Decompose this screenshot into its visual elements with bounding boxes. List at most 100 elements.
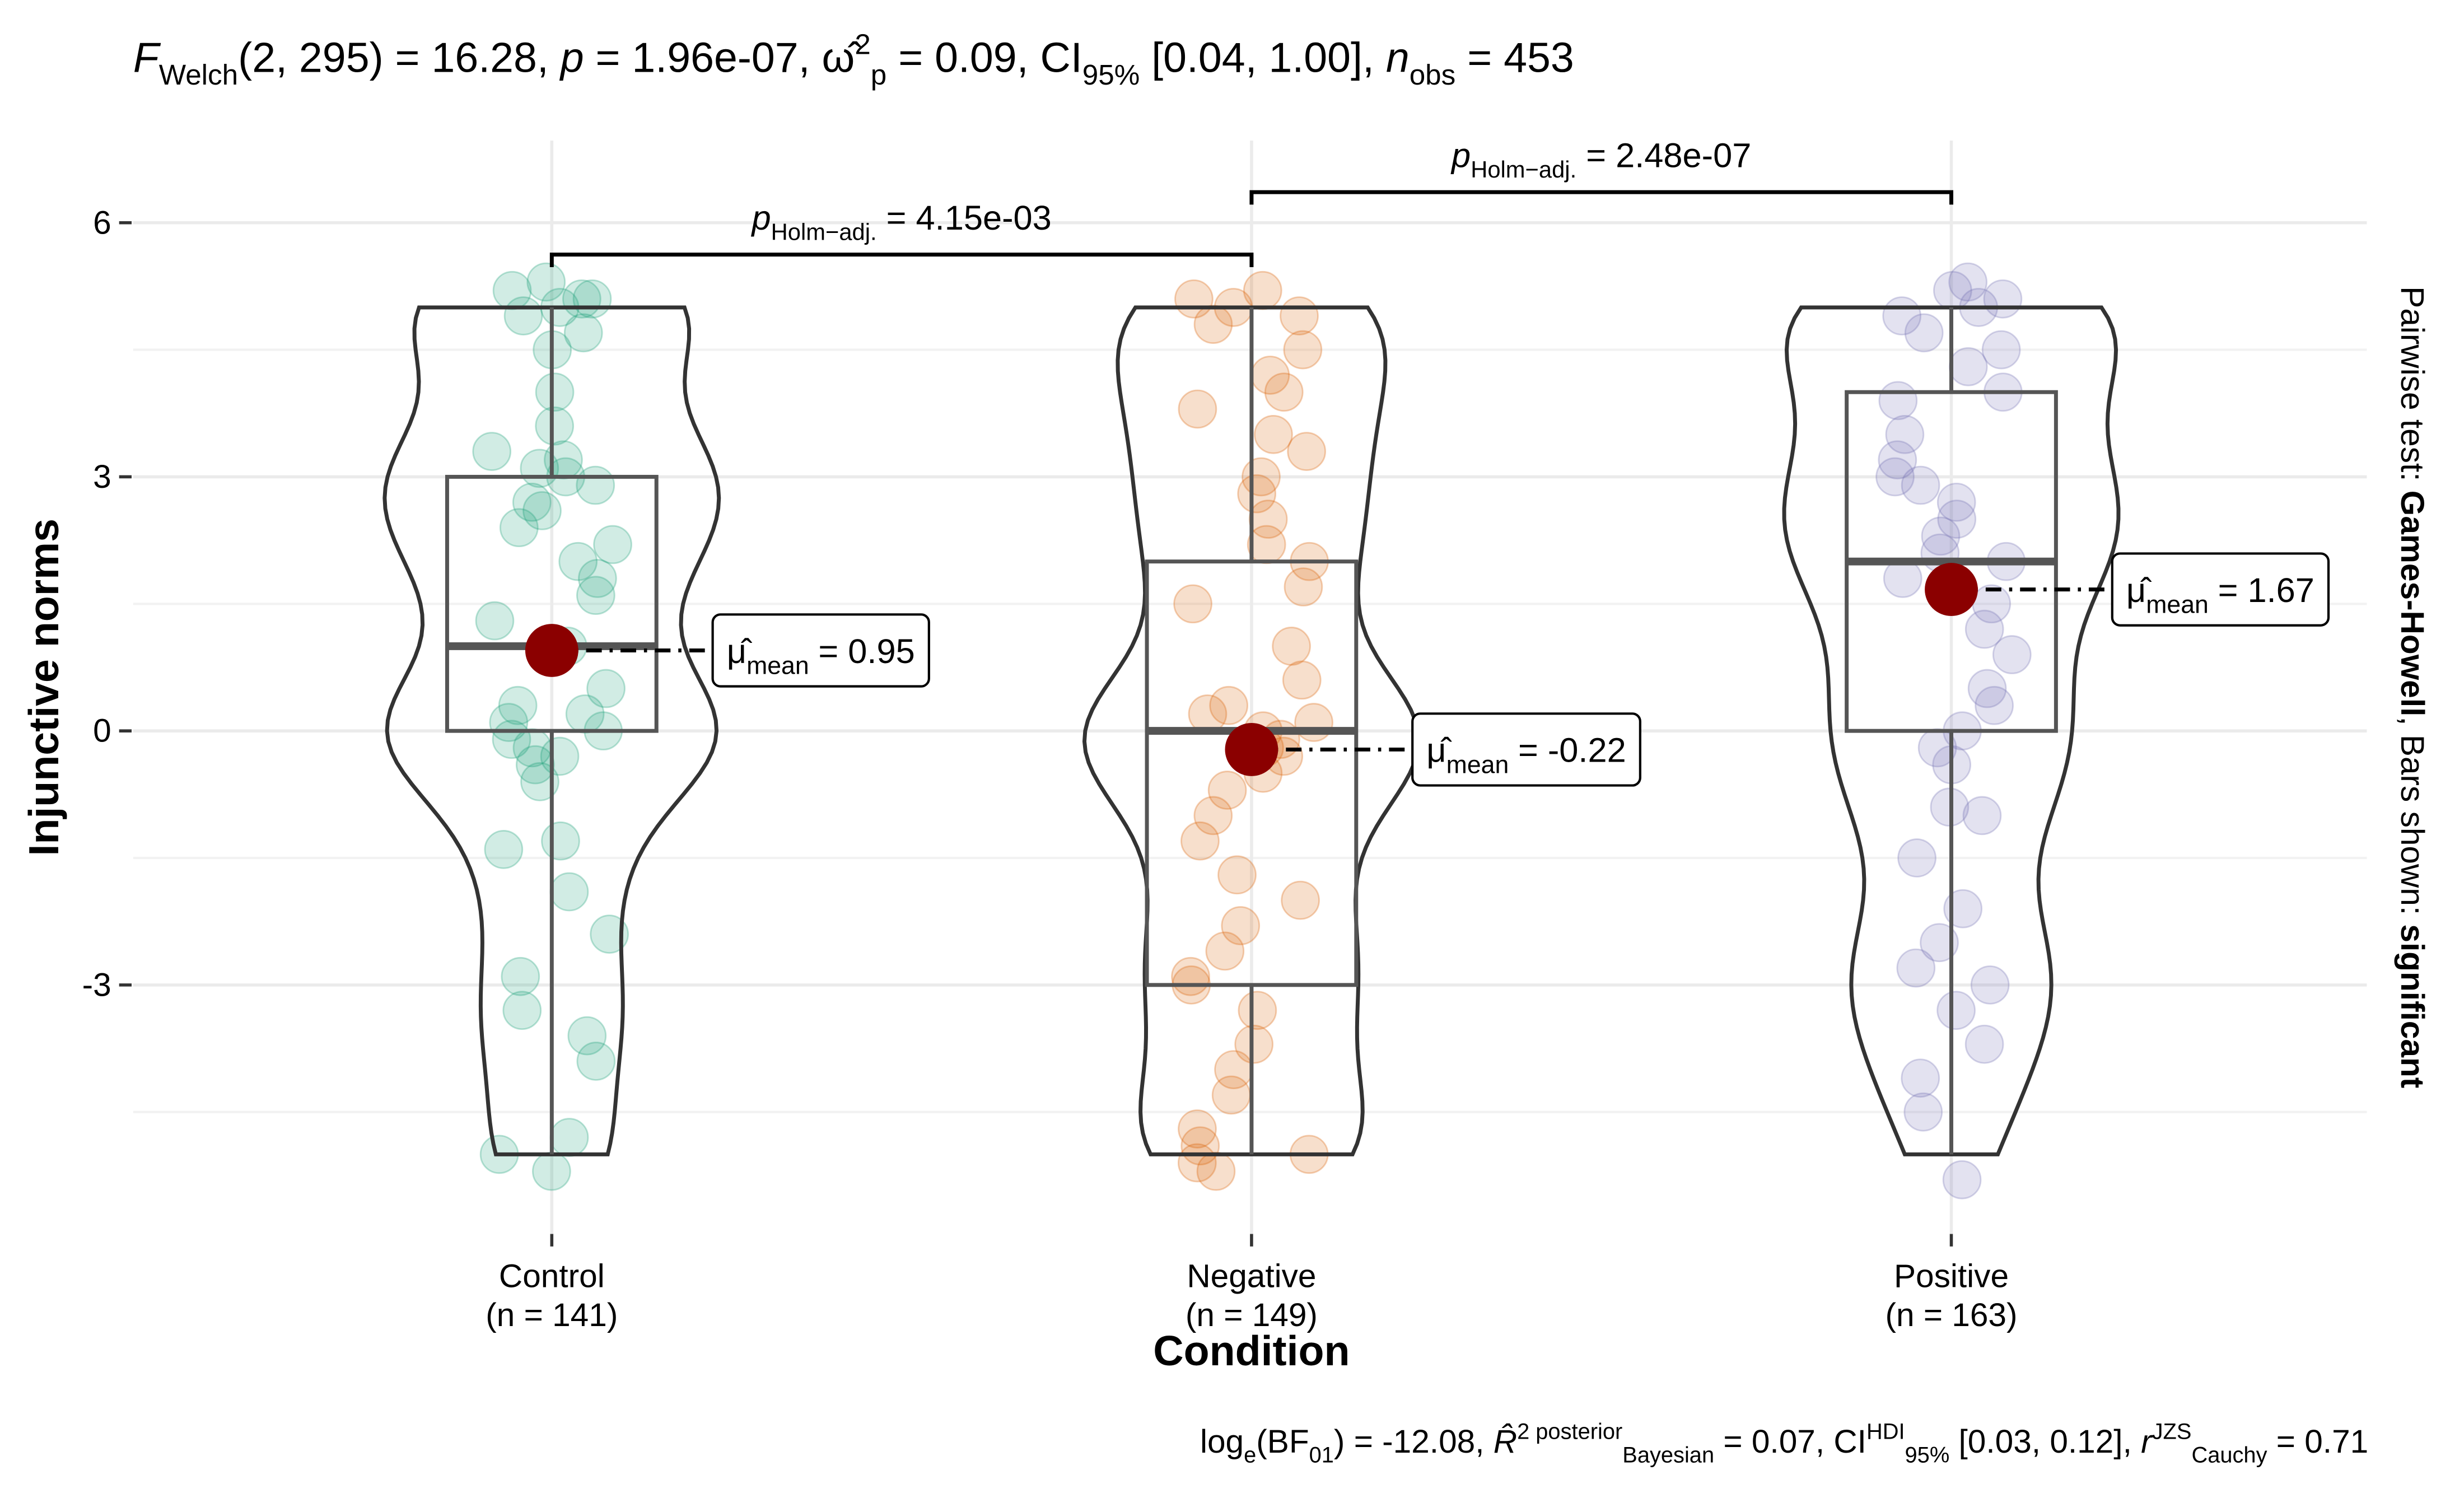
point: [1294, 703, 1333, 742]
text-part: r: [2141, 1424, 2153, 1460]
point: [1904, 313, 1944, 353]
grid: -3 0 3 6 Control(n = 141) Negative(n = 149) Po…: [82, 141, 2367, 1333]
text-part: Holm−adj.: [1471, 156, 1576, 183]
point: [1942, 1160, 1982, 1200]
violin: [1782, 305, 2121, 1156]
point: [1981, 330, 2021, 370]
point: [593, 525, 632, 564]
point: [472, 432, 512, 471]
point: [1964, 1024, 2004, 1064]
point: [1875, 457, 1915, 497]
point: [1173, 584, 1212, 624]
point: [1284, 567, 1323, 606]
mean-label-text: μ̂mean = 0.95: [727, 632, 915, 680]
point: [1962, 796, 2002, 836]
point: [1281, 880, 1320, 920]
point: [1180, 821, 1220, 861]
point: [515, 745, 555, 785]
point: [590, 914, 629, 954]
box: [1145, 559, 1359, 987]
point: [576, 576, 615, 615]
point: [1948, 262, 1987, 302]
mean-value: = 1.67: [2218, 571, 2314, 610]
point: [541, 821, 580, 861]
text-part: ) = -12.08,: [1334, 1424, 1494, 1460]
text-part: JZS: [2152, 1419, 2192, 1444]
plot-area: μ̂mean = 0.95μ̂mean = -0.22μ̂mean = 1.67pHo…: [382, 136, 2330, 1200]
mean-point: [525, 624, 578, 677]
point: [1896, 948, 1936, 988]
point: [1254, 414, 1293, 454]
x-axis-title: Condition: [1153, 1327, 1350, 1374]
y-axis-title: Injunctive norms: [20, 519, 67, 856]
text-part: R̂: [1494, 1422, 1517, 1460]
point: [1901, 1058, 1940, 1098]
point: [578, 559, 617, 598]
point: [572, 279, 612, 319]
x-tick-count: (n = 149): [1186, 1297, 1318, 1333]
point: [512, 482, 552, 522]
text-part: Games-Howell: [2394, 491, 2430, 717]
comparison-label: pHolm−adj. = 4.15e-03: [750, 199, 1051, 245]
text-part: 95%: [1082, 59, 1140, 91]
point: [1205, 931, 1245, 971]
point: [1937, 500, 1977, 539]
mean-subscript: mean: [1446, 751, 1509, 778]
point: [1237, 474, 1277, 514]
point: [522, 491, 562, 530]
text-part: = 2.48e-07: [1576, 136, 1751, 175]
text-part: [0.03, 0.12],: [1949, 1424, 2141, 1460]
text-part: obs: [1410, 59, 1456, 91]
point: [1193, 305, 1233, 344]
point: [532, 1151, 571, 1191]
text-part: 95%: [1905, 1443, 1950, 1468]
text-part: = 453: [1455, 34, 1574, 81]
point: [1193, 796, 1233, 836]
mean-value: = 0.95: [818, 632, 914, 671]
point: [1272, 627, 1311, 666]
point: [1964, 609, 2004, 649]
point: [1221, 906, 1261, 945]
text-part: [0.04, 1.00],: [1140, 34, 1386, 81]
point: [1897, 838, 1936, 878]
box: [445, 474, 659, 733]
text-part: log: [1200, 1424, 1244, 1460]
mean-label: μ̂mean = 1.67: [2111, 552, 2330, 627]
mean-label-box: [711, 613, 930, 688]
point: [1970, 965, 2010, 1005]
point: [1248, 500, 1288, 539]
text-part: p: [750, 199, 771, 237]
point: [1178, 389, 1217, 429]
text-part: = 0.09, CI: [886, 34, 1082, 81]
point: [1264, 372, 1304, 412]
mean-label-text: μ̂mean = 1.67: [2126, 571, 2314, 619]
mean-label: μ̂mean = -0.22: [1411, 712, 1641, 787]
mean-value: = -0.22: [1518, 731, 1626, 770]
text-part: e: [1244, 1443, 1256, 1468]
text-part: 2 posterior: [1517, 1419, 1622, 1444]
point: [503, 296, 543, 335]
point: [535, 406, 575, 446]
point: [484, 830, 524, 869]
y-tick-label: -3: [82, 967, 111, 1003]
text-part: 01: [1309, 1443, 1334, 1468]
y-tick-label: 0: [93, 713, 111, 749]
point: [501, 956, 540, 996]
mean-subscript: mean: [746, 652, 809, 679]
point: [535, 372, 575, 412]
point: [475, 601, 515, 641]
point: [586, 669, 626, 708]
point: [502, 991, 542, 1030]
text-part: , Bars shown:: [2394, 716, 2430, 924]
text-part: p: [1450, 136, 1471, 175]
point: [1878, 381, 1918, 421]
point: [1283, 330, 1323, 370]
point: [1943, 889, 1983, 928]
side-label: Pairwise test: Games-Howell, Bars shown:…: [2394, 286, 2430, 1088]
point: [1178, 1109, 1217, 1149]
x-tick-label: Control: [499, 1258, 605, 1294]
point: [558, 542, 598, 581]
point: [1936, 482, 1976, 522]
y-tick-label: 6: [93, 204, 111, 241]
